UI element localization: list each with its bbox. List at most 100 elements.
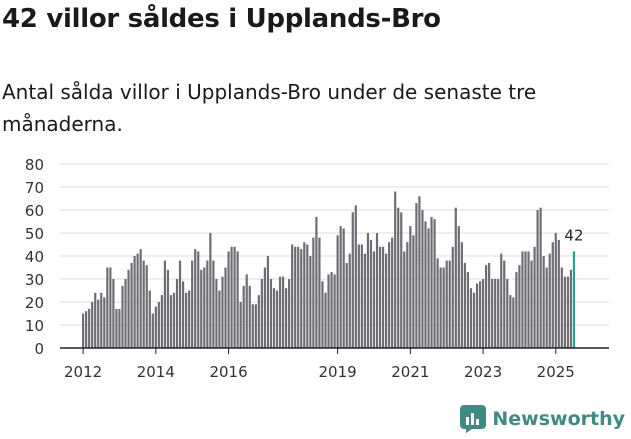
y-tick-label-20: 20: [25, 294, 44, 312]
bar-21: [145, 265, 148, 348]
bar-121: [448, 260, 451, 348]
bar-85: [339, 226, 342, 348]
bar-33: [181, 281, 185, 348]
y-tick-label-30: 30: [25, 271, 44, 289]
bar-137: [497, 279, 500, 348]
bar-117: [436, 258, 439, 348]
bar-105: [400, 212, 403, 348]
bar-79: [321, 281, 324, 348]
bar-70: [294, 246, 297, 348]
bar-81: [327, 274, 330, 348]
bar-155: [551, 242, 554, 348]
bar-17: [133, 256, 136, 348]
bar-56: [251, 304, 254, 348]
bar-103: [394, 191, 397, 348]
bar-25: [157, 302, 160, 348]
bar-159: [563, 276, 566, 348]
bar-77: [315, 216, 318, 348]
chart-title: 42 villor såldes i Upplands-Bro: [2, 4, 441, 34]
bar-109: [412, 235, 415, 348]
y-tick-label-70: 70: [25, 179, 44, 197]
bar-44: [215, 279, 218, 348]
bar-72: [300, 249, 303, 348]
bar-162: [572, 251, 576, 348]
bar-38: [197, 251, 200, 348]
bar-88: [348, 253, 351, 348]
bar-71: [297, 246, 300, 348]
bar-39: [200, 269, 203, 348]
highlight-data-label: 42: [564, 226, 583, 244]
bar-10: [112, 279, 115, 348]
y-tick-label-40: 40: [25, 248, 44, 266]
bar-115: [430, 216, 433, 348]
bar-89: [351, 212, 354, 348]
bar-78: [318, 237, 321, 348]
bar-43: [212, 260, 215, 348]
bar-14: [124, 279, 127, 348]
bar-74: [306, 244, 309, 348]
bar-7: [103, 297, 106, 348]
bar-22: [148, 290, 151, 348]
bar-68: [288, 279, 291, 348]
bar-0: [82, 313, 85, 348]
bar-152: [542, 256, 545, 348]
newsworthy-logo-icon: [460, 405, 487, 433]
bar-86: [342, 228, 345, 348]
bar-20: [142, 260, 145, 348]
bar-160: [566, 276, 569, 348]
bar-150: [536, 210, 539, 348]
bar-107: [406, 242, 409, 348]
bar-37: [194, 249, 197, 348]
bar-131: [478, 281, 482, 348]
bar-65: [278, 276, 282, 348]
bar-58: [257, 295, 260, 348]
bar-51: [236, 251, 239, 348]
bar-91: [357, 244, 360, 348]
bar-1: [85, 311, 88, 348]
bar-41: [206, 260, 209, 348]
bar-158: [560, 267, 563, 348]
bar-46: [221, 276, 224, 348]
bar-143: [515, 272, 518, 348]
bar-116: [433, 219, 436, 348]
bar-73: [303, 242, 306, 348]
bar-69: [291, 244, 294, 348]
bar-2: [88, 308, 91, 348]
bar-11: [115, 308, 118, 348]
bar-83: [333, 274, 336, 348]
bar-99: [381, 246, 385, 348]
bar-31: [175, 279, 179, 348]
bar-125: [460, 242, 463, 348]
x-tick-label-2016: 2016: [209, 363, 247, 381]
bar-153: [545, 267, 548, 348]
bar-15: [127, 269, 130, 348]
bar-120: [445, 260, 448, 348]
bar-92: [360, 244, 363, 348]
bar-113: [424, 221, 427, 348]
y-tick-label-80: 80: [25, 156, 44, 174]
bar-42: [209, 233, 212, 348]
bar-9: [109, 267, 112, 348]
bar-23: [151, 313, 154, 348]
bar-32: [178, 260, 182, 348]
bar-52: [239, 302, 242, 348]
bar-64: [275, 290, 279, 348]
bar-122: [451, 246, 454, 348]
bar-40: [203, 267, 206, 348]
bar-128: [469, 288, 473, 348]
bar-5: [97, 299, 100, 348]
bar-26: [160, 295, 163, 348]
bar-35: [188, 290, 191, 348]
bar-126: [463, 262, 466, 348]
bar-8: [106, 267, 109, 348]
bar-145: [521, 251, 524, 348]
bar-53: [242, 285, 245, 348]
bar-63: [272, 288, 276, 348]
bar-76: [312, 237, 315, 348]
chart-subtitle: Antal sålda villor i Upplands-Bro under …: [2, 80, 537, 136]
bar-97: [375, 233, 379, 348]
x-tick-label-2014: 2014: [137, 363, 175, 381]
bar-132: [481, 279, 485, 348]
bar-30: [172, 292, 176, 348]
